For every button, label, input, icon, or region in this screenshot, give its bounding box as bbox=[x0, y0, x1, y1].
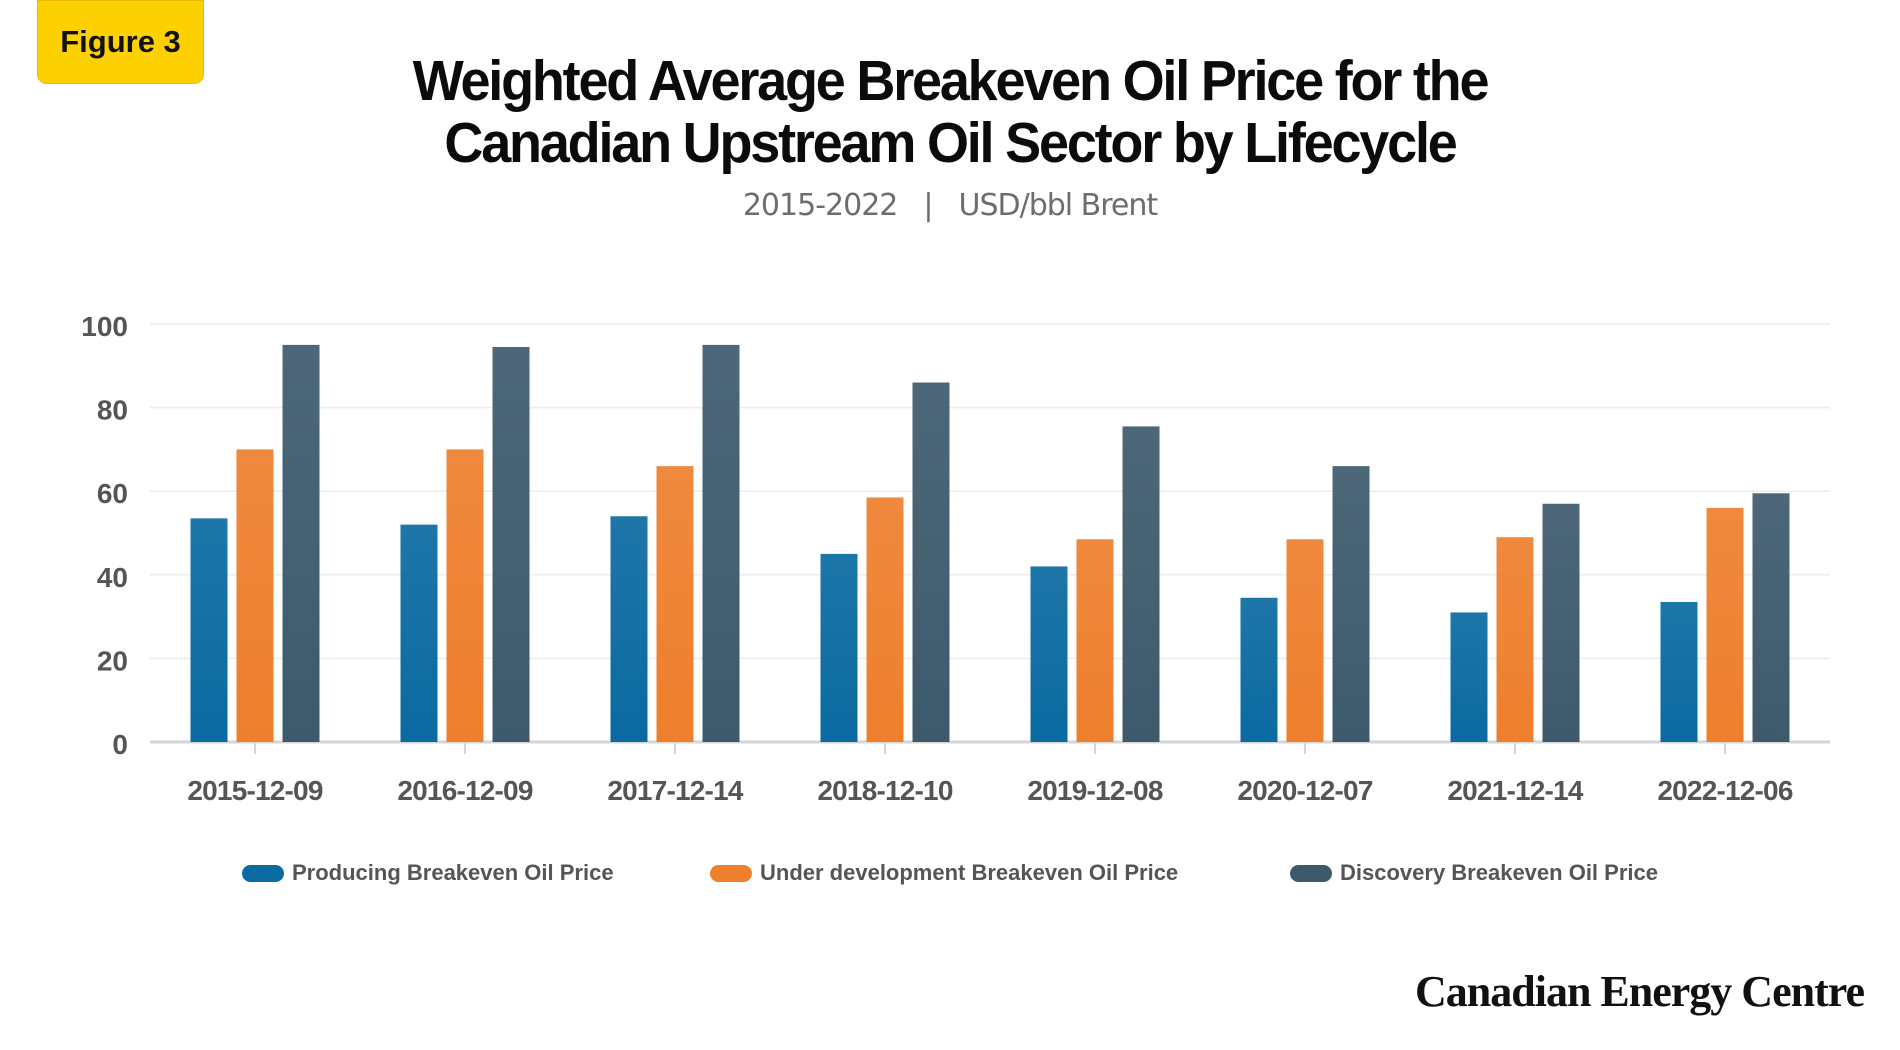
y-tick-label: 40 bbox=[97, 562, 128, 593]
bar-producing bbox=[190, 518, 228, 742]
brand-logo-text: Canadian Energy Centre bbox=[1415, 967, 1865, 1016]
bar-producing bbox=[610, 516, 648, 742]
bar-discovery bbox=[282, 344, 320, 742]
chart-title-line-2: Canadian Upstream Oil Sector by Lifecycl… bbox=[444, 111, 1457, 175]
x-tick-label: 2020-12-07 bbox=[1237, 775, 1372, 806]
x-tick-label: 2016-12-09 bbox=[397, 775, 532, 806]
bar-discovery bbox=[492, 346, 530, 742]
bar-producing bbox=[820, 553, 858, 742]
bar-discovery bbox=[1122, 426, 1160, 742]
bar-producing bbox=[1660, 601, 1698, 742]
subtitle-years: 2015-2022 bbox=[742, 188, 899, 223]
subtitle-unit: USD/bbl Brent bbox=[958, 188, 1158, 223]
x-tick-label: 2015-12-09 bbox=[187, 775, 322, 806]
legend-label-producing: Producing Breakeven Oil Price bbox=[292, 860, 614, 885]
x-tick-label: 2018-12-10 bbox=[817, 775, 952, 806]
legend-label-discovery: Discovery Breakeven Oil Price bbox=[1340, 860, 1658, 885]
figure-badge: Figure 3 bbox=[37, 0, 204, 84]
y-tick-label: 100 bbox=[81, 311, 128, 342]
bar-discovery bbox=[702, 344, 740, 742]
legend-label-under-development: Under development Breakeven Oil Price bbox=[760, 860, 1179, 885]
bar-discovery bbox=[1542, 503, 1580, 742]
bar-discovery bbox=[1752, 493, 1790, 742]
bar-discovery bbox=[1332, 466, 1370, 742]
bar-under-development bbox=[236, 449, 274, 742]
bar-under-development bbox=[1496, 537, 1534, 742]
legend-item-producing: Producing Breakeven Oil Price bbox=[242, 860, 614, 886]
x-tick-label: 2022-12-06 bbox=[1657, 775, 1792, 806]
bar-under-development bbox=[1076, 539, 1114, 742]
bar-producing bbox=[1240, 597, 1278, 742]
bar-discovery bbox=[912, 382, 950, 742]
chart-subtitle: 2015-2022 | USD/bbl Brent bbox=[0, 188, 1900, 223]
legend-swatch-under-development bbox=[710, 864, 752, 882]
bar-under-development bbox=[446, 449, 484, 742]
bar-under-development bbox=[656, 466, 694, 742]
y-tick-label: 20 bbox=[97, 645, 128, 676]
bar-producing bbox=[1450, 612, 1488, 742]
y-tick-label: 60 bbox=[97, 478, 128, 509]
y-tick-label: 80 bbox=[97, 395, 128, 426]
subtitle-separator: | bbox=[923, 188, 933, 223]
bar-producing bbox=[1030, 566, 1068, 742]
y-tick-label: 0 bbox=[112, 729, 128, 760]
chart-title-line-1: Weighted Average Breakeven Oil Price for… bbox=[412, 49, 1490, 113]
bar-under-development bbox=[1286, 539, 1324, 742]
x-tick-label: 2019-12-08 bbox=[1027, 775, 1162, 806]
bar-under-development bbox=[1706, 507, 1744, 742]
legend-item-discovery: Discovery Breakeven Oil Price bbox=[1290, 860, 1658, 886]
x-tick-label: 2021-12-14 bbox=[1447, 775, 1583, 806]
bar-producing bbox=[400, 524, 438, 742]
legend-swatch-producing bbox=[242, 864, 284, 882]
legend-swatch-discovery bbox=[1290, 864, 1332, 882]
x-tick-label: 2017-12-14 bbox=[607, 775, 743, 806]
legend-item-under-development: Under development Breakeven Oil Price bbox=[710, 860, 1178, 886]
bar-under-development bbox=[866, 497, 904, 742]
